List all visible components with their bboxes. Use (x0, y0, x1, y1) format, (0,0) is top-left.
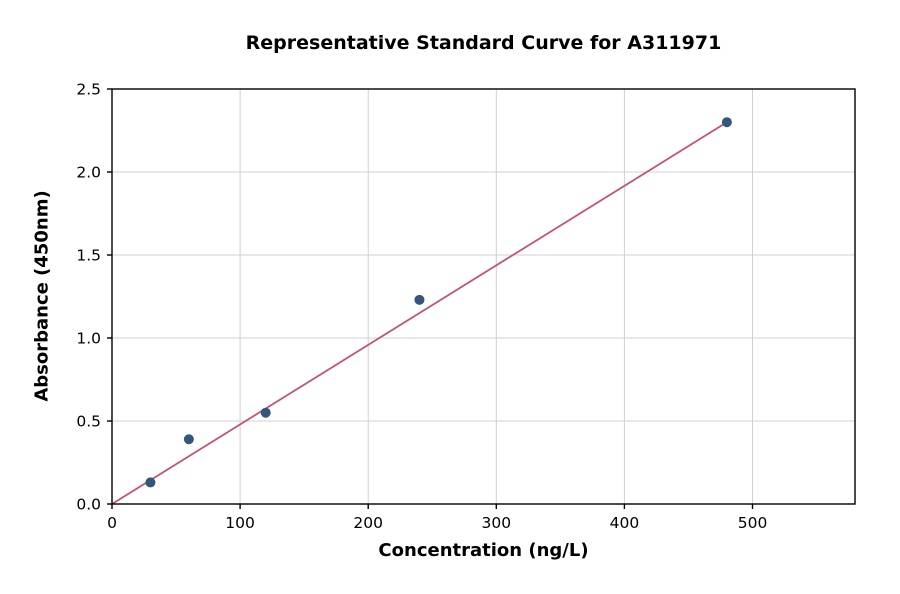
x-tick-label: 100 (225, 514, 255, 532)
x-tick-label: 0 (107, 514, 117, 532)
data-point (260, 407, 271, 418)
y-tick-label: 2.0 (76, 164, 101, 182)
data-point (183, 434, 194, 445)
x-tick-label: 400 (610, 514, 640, 532)
y-tick-label: 2.5 (76, 81, 101, 99)
data-point (414, 294, 425, 305)
data-point (145, 477, 156, 488)
x-tick-label: 300 (482, 514, 512, 532)
data-point (721, 117, 732, 128)
y-tick-label: 0.0 (76, 496, 101, 514)
y-tick-label: 0.5 (76, 413, 101, 431)
fit-line (111, 121, 728, 505)
y-tick-label: 1.5 (76, 247, 101, 265)
chart-title: Representative Standard Curve for A31197… (245, 32, 722, 54)
x-tick-label: 200 (353, 514, 383, 532)
x-axis-label: Concentration (ng/L) (378, 540, 589, 561)
plot-frame (111, 88, 856, 505)
x-tick-label: 500 (738, 514, 768, 532)
y-tick-label: 1.0 (76, 330, 101, 348)
